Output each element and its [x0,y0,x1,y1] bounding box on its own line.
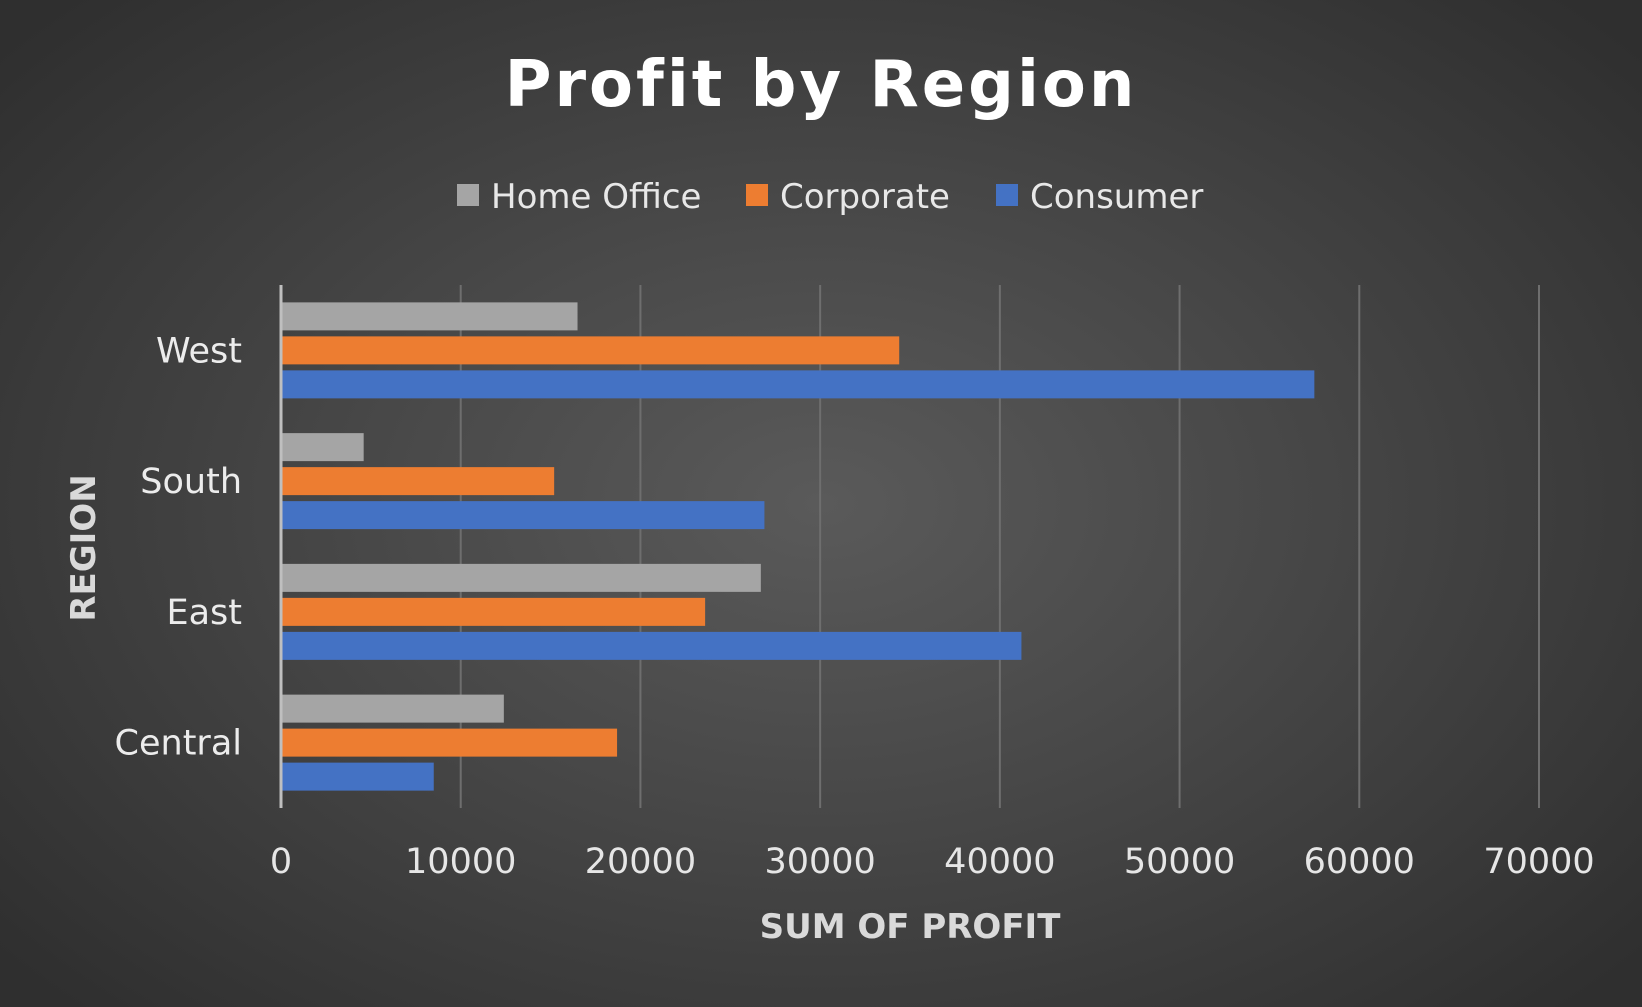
y-axis-title: REGION [64,474,104,621]
x-axis-tick-labels: 0 10000 20000 30000 40000 50000 60000 70000 [270,842,1595,882]
x-tick-label-60000: 60000 [1304,842,1415,882]
category-label-east: East [166,593,242,633]
bar-east-consumer [281,631,1022,660]
legend-item-home-office: Home Office [457,177,701,217]
bar-central-corporate [281,728,618,757]
x-tick-label-50000: 50000 [1124,842,1235,882]
legend-swatch-home-office [457,184,479,206]
bar-west-corporate [281,336,900,365]
bar-east-home-office [281,563,761,592]
legend-item-corporate: Corporate [746,177,950,217]
x-tick-label-20000: 20000 [585,842,696,882]
bar-west-home-office [281,302,578,331]
category-label-west: West [156,331,242,371]
bars [281,302,1315,791]
bar-central-home-office [281,694,504,723]
x-tick-label-10000: 10000 [405,842,516,882]
legend-item-consumer: Consumer [996,177,1203,217]
bar-south-consumer [281,501,765,530]
legend-label-home-office: Home Office [491,177,701,217]
category-label-central: Central [115,724,242,764]
bar-south-corporate [281,467,555,496]
x-axis-title: SUM OF PROFIT [760,907,1062,947]
x-tick-label-0: 0 [270,842,292,882]
legend-label-corporate: Corporate [780,177,950,217]
chart-legend: Home Office Corporate Consumer [457,177,1203,217]
bar-west-consumer [281,370,1315,399]
legend-label-consumer: Consumer [1030,177,1203,217]
x-tick-label-40000: 40000 [944,842,1055,882]
legend-swatch-consumer [996,184,1018,206]
category-label-south: South [140,462,242,502]
legend-swatch-corporate [746,184,768,206]
chart-title: Profit by Region [505,48,1138,122]
y-axis-category-labels: Central East South West [115,331,242,763]
x-tick-label-30000: 30000 [764,842,875,882]
bar-south-home-office [281,433,364,462]
x-tick-label-70000: 70000 [1483,842,1594,882]
bar-east-corporate [281,597,706,626]
bar-central-consumer [281,762,434,791]
